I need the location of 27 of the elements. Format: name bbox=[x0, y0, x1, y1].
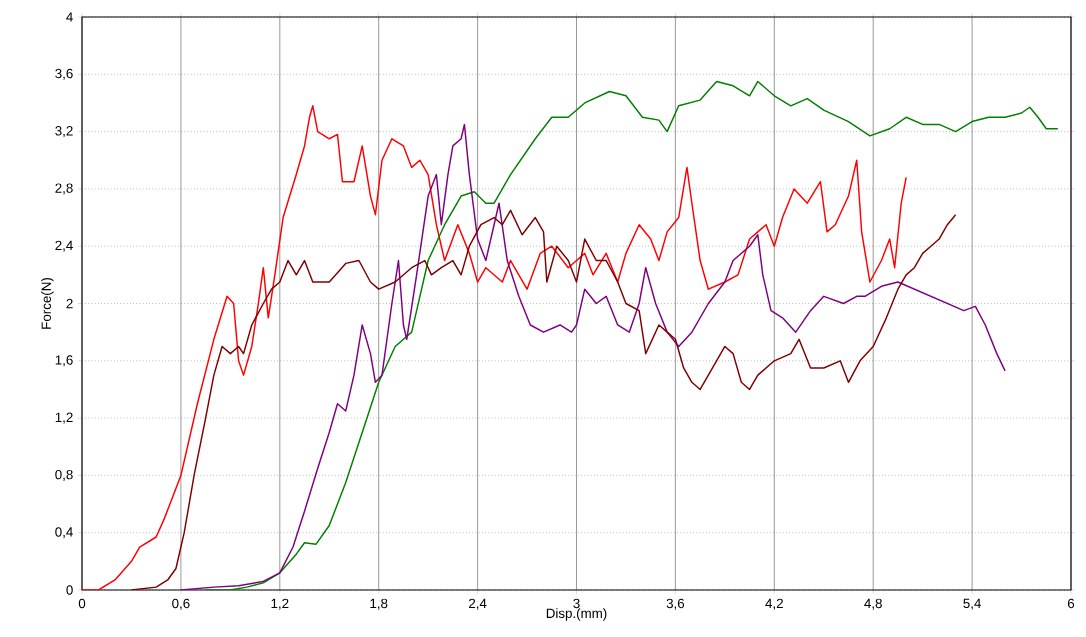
y-tick-label: 0,8 bbox=[55, 469, 73, 481]
y-tick-label: 2,4 bbox=[55, 240, 73, 252]
y-tick-label: 1,6 bbox=[55, 355, 73, 367]
x-tick-label: 6 bbox=[1067, 598, 1075, 609]
x-tick-label: 4,2 bbox=[765, 598, 783, 610]
line-series bbox=[82, 105, 907, 590]
line-series bbox=[204, 80, 1059, 590]
x-tick-label: 3,6 bbox=[666, 598, 685, 610]
y-tick-label: 2,8 bbox=[55, 183, 73, 195]
y-tick-label: 1,2 bbox=[55, 412, 73, 424]
y-tick-label: 0,4 bbox=[55, 527, 73, 539]
x-tick-label: 3 bbox=[573, 598, 580, 609]
y-tick-label: 2 bbox=[66, 298, 73, 309]
x-tick-label: 0 bbox=[78, 598, 86, 609]
y-tick-label: 0 bbox=[66, 585, 73, 595]
x-tick-label: 0,6 bbox=[172, 598, 190, 610]
x-tick-label: 4,8 bbox=[864, 598, 882, 610]
x-tick-label: 5,4 bbox=[963, 598, 981, 610]
y-tick-label: 3,6 bbox=[55, 68, 73, 80]
y-tick-label: 4 bbox=[66, 12, 73, 22]
line-series bbox=[130, 209, 957, 590]
x-tick-label: 2,4 bbox=[469, 598, 487, 610]
y-axis-title: Force(N) bbox=[41, 278, 54, 329]
x-tick-label: 1,2 bbox=[271, 598, 289, 610]
y-tick-label: 3,2 bbox=[55, 126, 73, 138]
x-tick-label: 1,8 bbox=[370, 598, 388, 610]
x-axis-title: Disp.(mm) bbox=[546, 608, 607, 621]
